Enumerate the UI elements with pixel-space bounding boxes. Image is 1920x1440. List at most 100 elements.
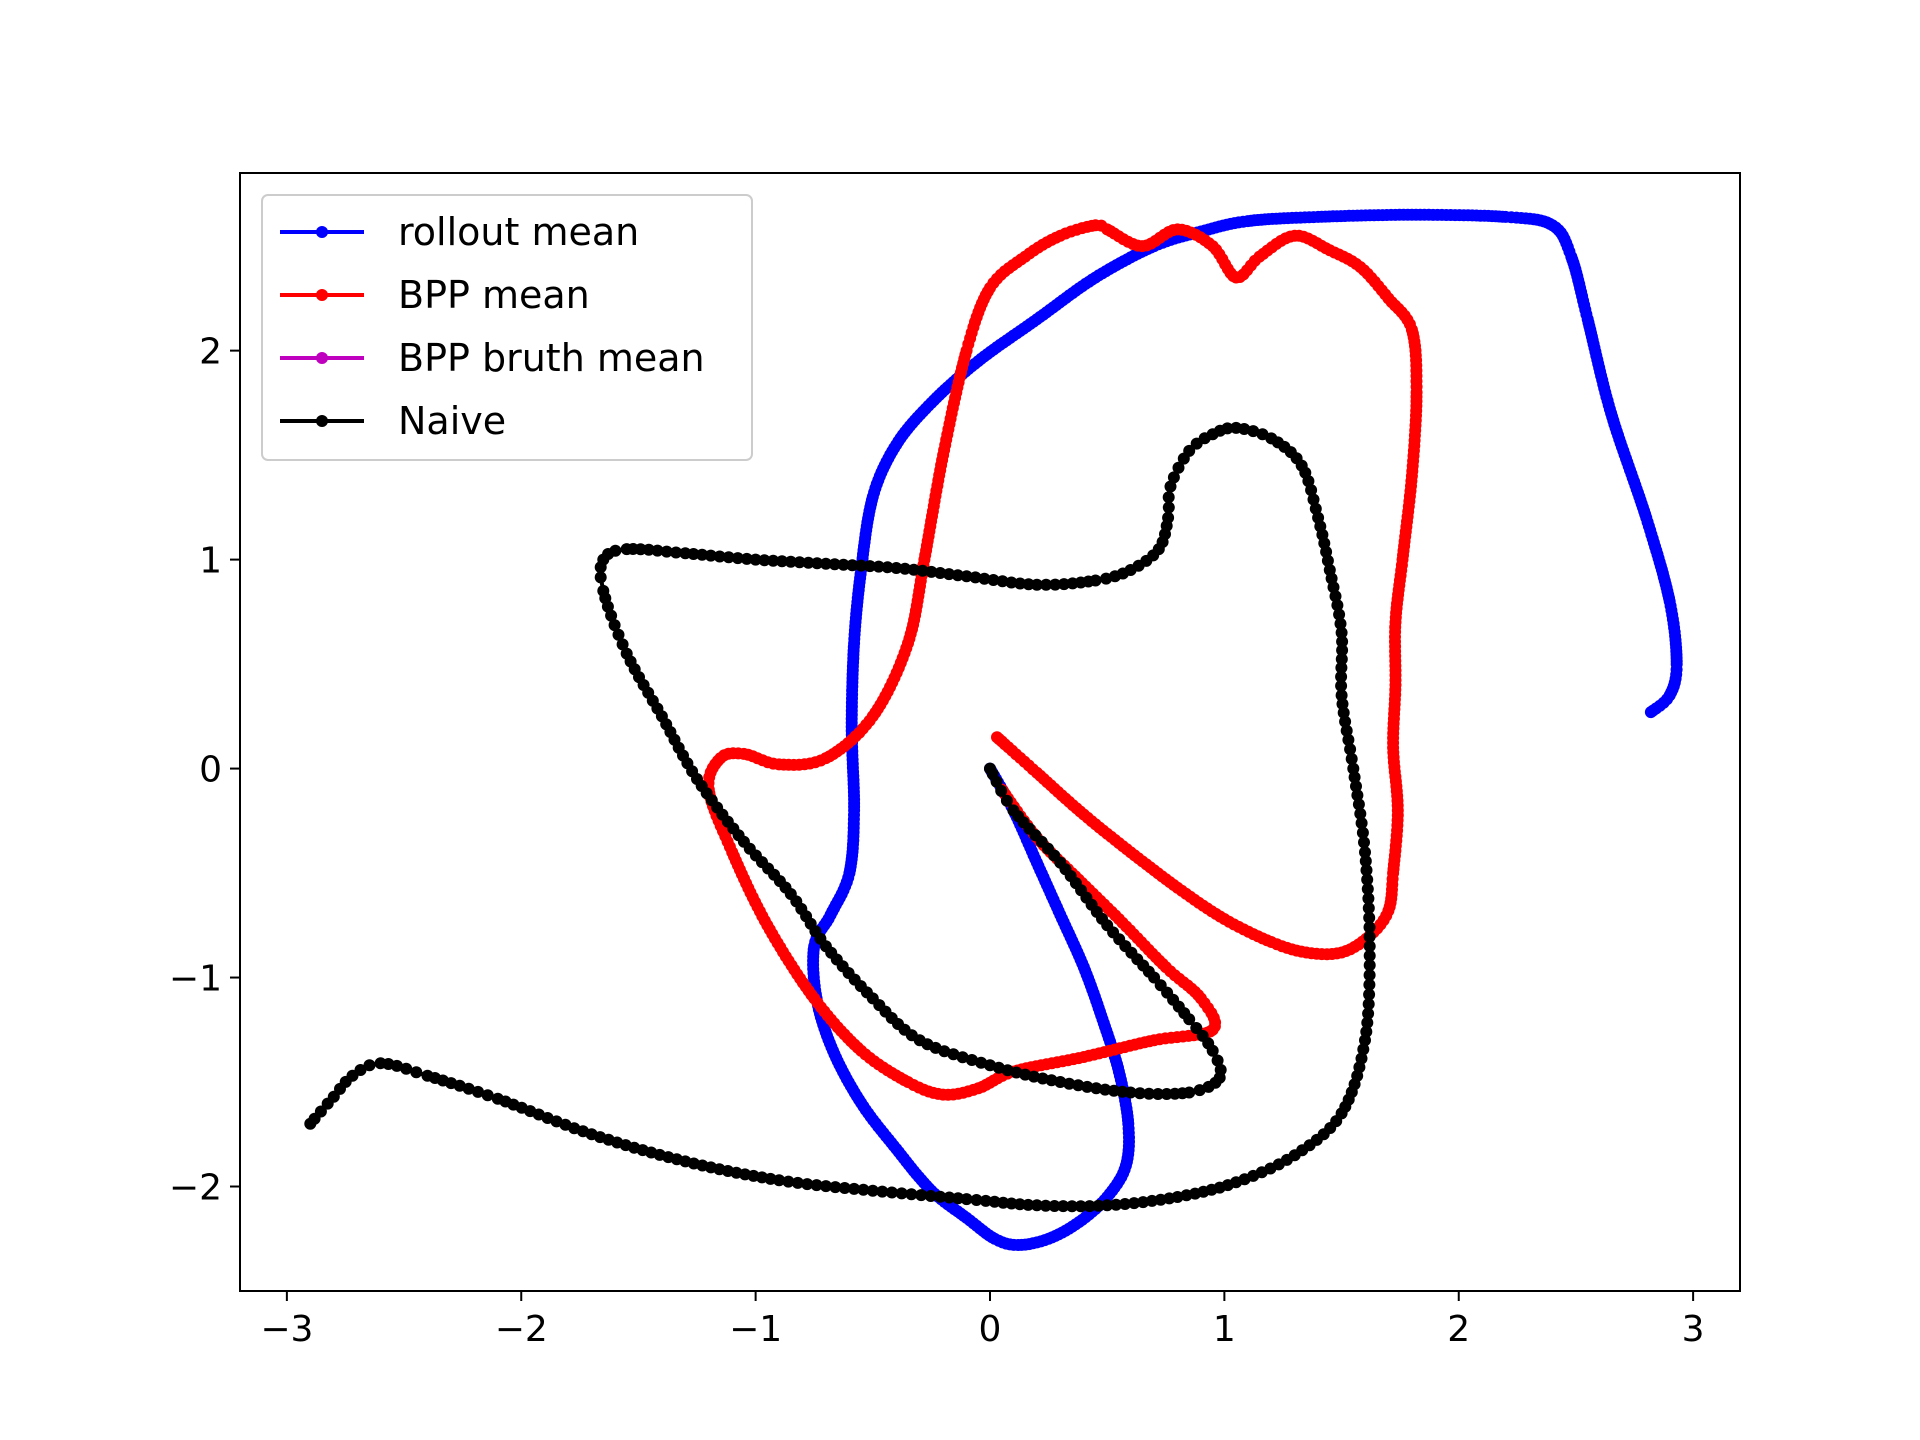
data-point bbox=[597, 584, 610, 597]
data-point bbox=[491, 1092, 504, 1105]
data-point bbox=[1327, 581, 1340, 594]
data-point bbox=[620, 647, 633, 660]
data-point bbox=[1128, 1197, 1141, 1210]
data-point bbox=[1072, 1079, 1085, 1092]
data-point bbox=[1162, 491, 1175, 504]
data-point bbox=[1335, 670, 1348, 683]
y-tick-label: 1 bbox=[199, 541, 222, 582]
data-point bbox=[1146, 1194, 1158, 1207]
data-point bbox=[1335, 661, 1348, 674]
data-point bbox=[895, 1187, 908, 1200]
data-point bbox=[978, 572, 991, 585]
x-tick-label: 2 bbox=[1447, 1309, 1470, 1350]
data-point bbox=[1193, 1084, 1206, 1097]
data-point bbox=[1164, 480, 1177, 493]
data-point bbox=[996, 575, 1009, 588]
data-point bbox=[1089, 574, 1102, 587]
data-point bbox=[1333, 608, 1346, 621]
data-point bbox=[363, 1059, 376, 1072]
data-point bbox=[1057, 1200, 1070, 1213]
x-tick-label: 1 bbox=[1213, 1309, 1236, 1350]
data-point bbox=[1335, 653, 1348, 666]
data-point bbox=[934, 1190, 947, 1203]
data-point bbox=[1211, 1054, 1224, 1067]
data-point bbox=[970, 1194, 983, 1206]
data-point bbox=[1162, 501, 1175, 514]
data-point bbox=[1119, 1198, 1131, 1210]
data-point bbox=[1329, 590, 1342, 603]
legend-item: BPP bruth mean bbox=[280, 336, 705, 380]
series-layer bbox=[304, 208, 1683, 1251]
data-point bbox=[1363, 930, 1376, 943]
legend-label: rollout mean bbox=[398, 210, 639, 254]
data-point bbox=[1363, 969, 1376, 982]
data-point bbox=[1221, 422, 1234, 435]
data-point bbox=[767, 554, 780, 567]
x-tick-label: 0 bbox=[979, 1309, 1002, 1350]
legend-label: BPP mean bbox=[398, 273, 590, 317]
data-point bbox=[660, 545, 673, 558]
data-point bbox=[819, 1180, 832, 1193]
data-point bbox=[687, 548, 700, 560]
data-point bbox=[1351, 789, 1364, 802]
data-point bbox=[1342, 733, 1355, 746]
data-point bbox=[975, 1056, 988, 1069]
legend-item: Naive bbox=[280, 399, 506, 443]
data-point bbox=[1337, 706, 1350, 719]
data-point bbox=[421, 1069, 434, 1082]
x-tick-label: −1 bbox=[729, 1309, 782, 1350]
data-point bbox=[881, 561, 894, 574]
data-point bbox=[304, 1117, 317, 1130]
data-point bbox=[1350, 780, 1362, 793]
data-point bbox=[1058, 578, 1070, 591]
data-point bbox=[876, 1185, 889, 1198]
x-tick-label: −3 bbox=[260, 1309, 313, 1350]
data-point bbox=[1335, 679, 1348, 692]
data-point bbox=[1334, 617, 1347, 630]
data-point bbox=[960, 570, 973, 583]
data-point bbox=[1336, 635, 1349, 648]
data-point bbox=[1180, 1189, 1193, 1202]
data-point bbox=[1092, 1199, 1105, 1212]
data-point bbox=[838, 1182, 851, 1194]
data-point bbox=[1355, 817, 1368, 830]
data-point bbox=[885, 1186, 898, 1199]
data-point bbox=[616, 638, 629, 651]
data-point bbox=[1039, 1199, 1052, 1212]
data-point bbox=[731, 552, 744, 565]
data-point bbox=[1321, 554, 1334, 567]
data-point bbox=[1361, 883, 1374, 895]
data-point bbox=[1099, 1083, 1112, 1096]
data-point bbox=[1363, 921, 1376, 934]
data-point bbox=[1335, 626, 1348, 639]
data-point bbox=[828, 558, 841, 571]
data-point bbox=[1361, 1016, 1374, 1029]
data-point bbox=[1359, 1034, 1371, 1047]
legend-marker bbox=[316, 415, 328, 427]
data-point bbox=[704, 549, 717, 562]
data-point bbox=[642, 543, 655, 556]
data-point bbox=[612, 628, 625, 641]
data-point bbox=[749, 553, 762, 566]
legend-item: rollout mean bbox=[280, 210, 639, 254]
data-point bbox=[1238, 423, 1251, 435]
data-point bbox=[837, 558, 850, 571]
data-point bbox=[1363, 940, 1376, 953]
y-tick-label: −2 bbox=[169, 1168, 222, 1209]
data-point bbox=[890, 562, 903, 574]
data-point bbox=[1362, 892, 1375, 905]
data-point bbox=[872, 560, 885, 573]
y-tick-label: −1 bbox=[169, 959, 222, 1000]
data-point bbox=[925, 565, 938, 578]
data-point bbox=[947, 1048, 960, 1061]
data-point bbox=[1030, 578, 1043, 591]
data-point bbox=[1363, 978, 1376, 991]
data-point bbox=[1363, 959, 1376, 972]
data-point bbox=[1339, 715, 1352, 728]
data-point bbox=[594, 571, 607, 584]
data-point bbox=[1183, 1013, 1196, 1026]
data-point bbox=[410, 1066, 423, 1079]
data-point bbox=[995, 784, 1008, 797]
data-point bbox=[1172, 461, 1185, 474]
